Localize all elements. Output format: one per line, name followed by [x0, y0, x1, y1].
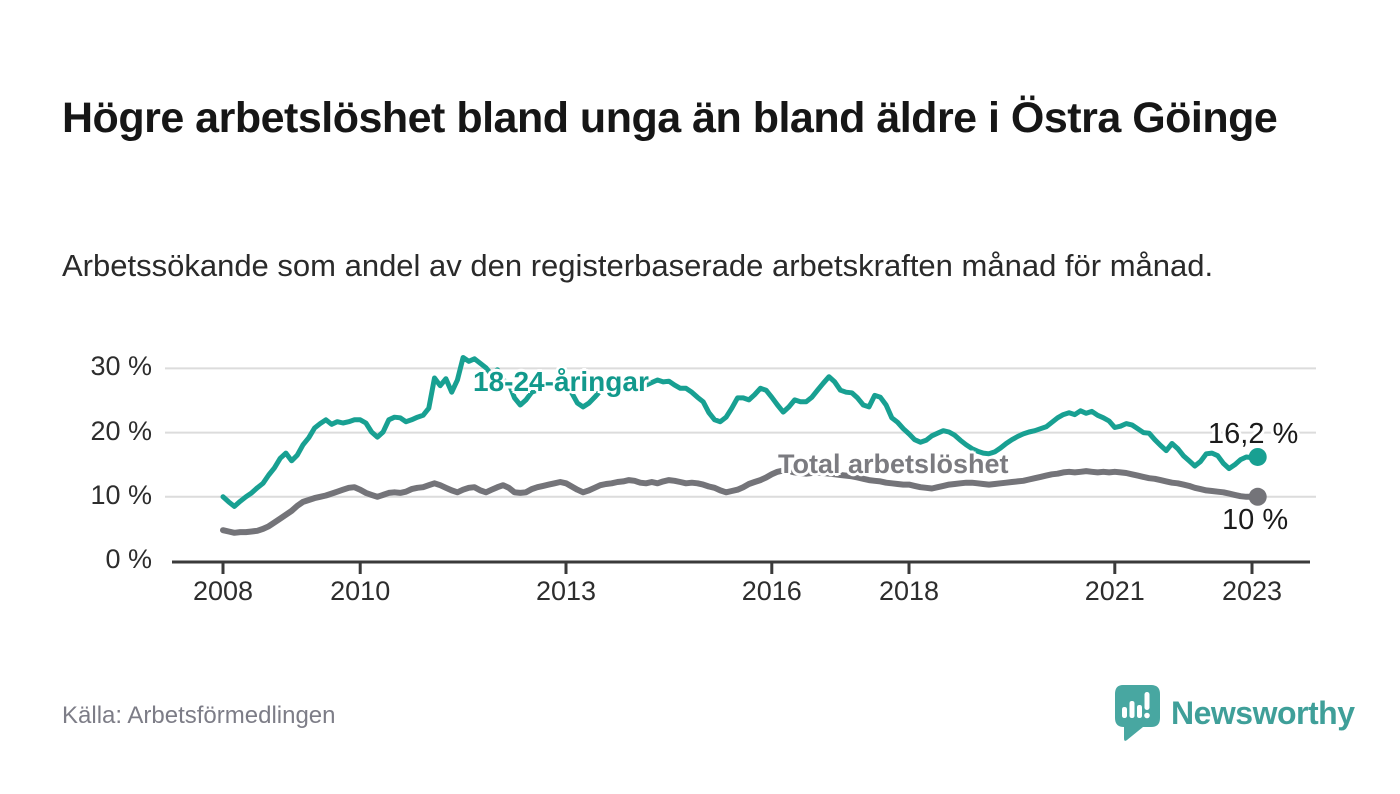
series-line-youth	[220, 355, 1261, 509]
page-subtitle: Arbetssökande som andel av den registerb…	[62, 248, 1214, 283]
end-value-label-youth: 16,2 %	[1208, 418, 1299, 450]
series-line-total	[220, 467, 1261, 536]
x-tick-label: 2010	[330, 576, 391, 606]
series-end-dot-youth	[1248, 447, 1267, 466]
newsworthy-logo: Newsworthy	[1113, 684, 1355, 742]
series-label-youth: 18-24-åringar	[473, 366, 649, 397]
series-end-dot-total	[1248, 487, 1267, 506]
newsworthy-logo-icon	[1115, 685, 1160, 741]
x-tick-label: 2013	[535, 576, 597, 606]
y-tick-label: 30 %	[90, 351, 152, 382]
y-tick-label: 0 %	[105, 544, 152, 574]
series-label-total: Total arbetslöshet	[778, 449, 1009, 479]
x-tick-label: 2021	[1084, 576, 1145, 606]
x-tick-label: 2008	[192, 576, 254, 606]
end-value-label-total: 10 %	[1222, 504, 1289, 536]
x-tick-label: 2023	[1221, 576, 1283, 606]
x-tick-label: 2018	[878, 576, 940, 606]
newsworthy-logo-text: Newsworthy	[1171, 694, 1355, 731]
x-tick-label: 2016	[741, 576, 802, 606]
source-note: Källa: Arbetsförmedlingen	[62, 702, 336, 729]
y-tick-label: 10 %	[90, 479, 152, 510]
y-tick-label: 20 %	[90, 415, 152, 446]
page-title: Högre arbetslöshet bland unga än bland ä…	[62, 93, 1278, 142]
